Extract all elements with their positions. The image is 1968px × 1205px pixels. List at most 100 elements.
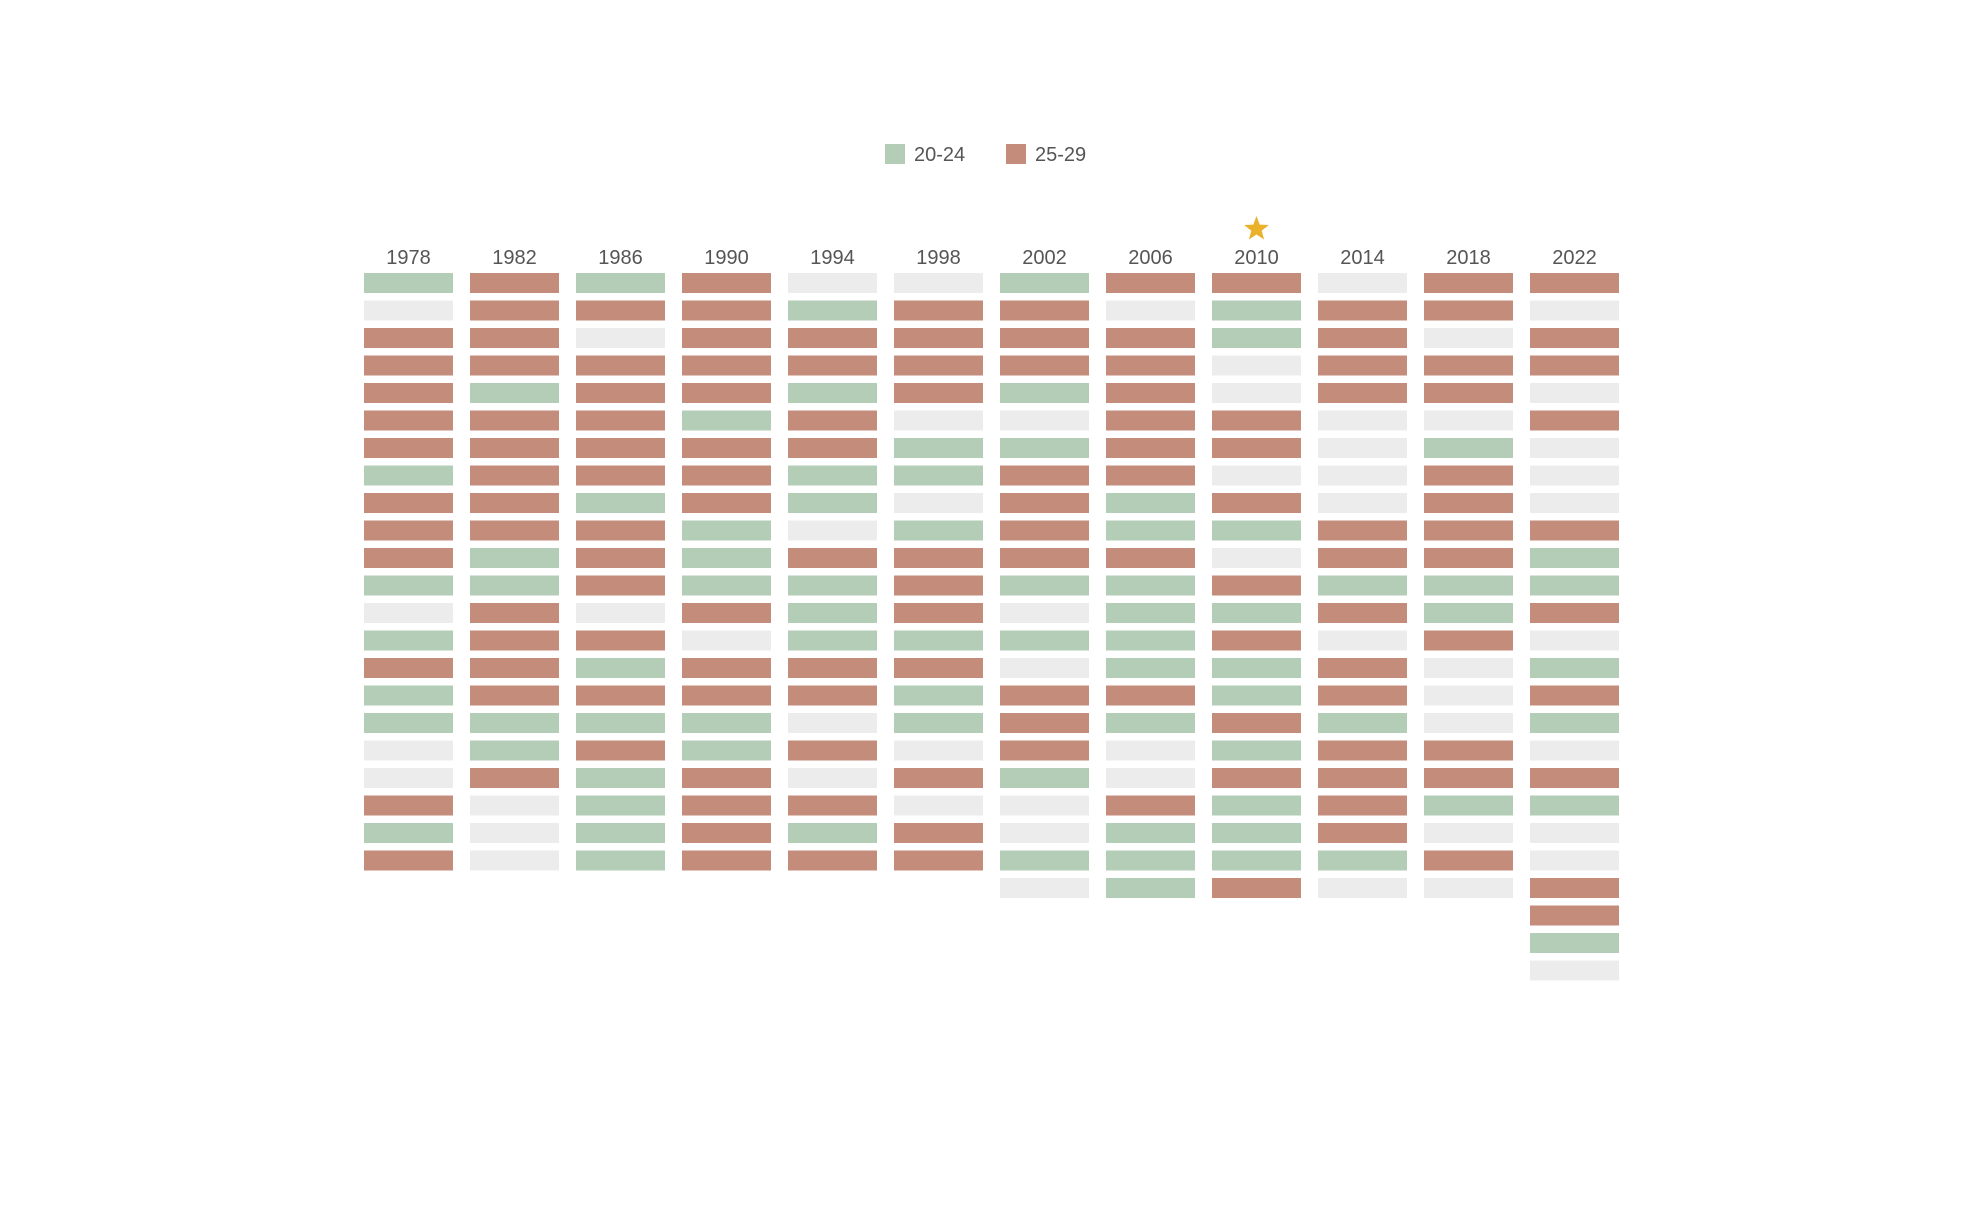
cell-2006-20 [1106,795,1195,816]
cell-1978-5 [364,383,453,403]
cell-2006-22 [1106,850,1195,871]
cell-1998-11 [894,548,983,568]
cell-2002-16 [1000,685,1089,706]
column-headers: 1978 1982 1986 1990 1994 1998 2002 2006 2010 2014… [386,216,1597,269]
column-label-2002: 2002 [1022,247,1067,269]
cell-2010-5 [1212,383,1301,403]
cell-1994-19 [788,768,877,788]
cell-2014-10 [1318,520,1407,541]
cell-1998-2 [894,300,983,321]
cell-2022-25 [1530,933,1619,953]
cell-2014-5 [1318,383,1407,403]
cell-1982-5 [470,383,559,403]
cell-2006-14 [1106,630,1195,651]
cell-1990-7 [682,438,771,458]
cell-2010-15 [1212,658,1301,678]
cell-2014-13 [1318,603,1407,623]
cell-2002-13 [1000,603,1089,623]
cell-1990-15 [682,658,771,678]
cell-2018-9 [1424,493,1513,513]
cell-1986-5 [576,383,665,403]
cell-1990-13 [682,603,771,623]
cell-1986-22 [576,850,665,871]
cell-2018-8 [1424,465,1513,486]
cell-1994-1 [788,273,877,293]
cell-2010-4 [1212,355,1301,376]
cell-1978-3 [364,328,453,348]
cell-2018-1 [1424,273,1513,293]
cell-1978-14 [364,630,453,651]
cell-1982-2 [470,300,559,321]
cell-1986-13 [576,603,665,623]
cell-2010-19 [1212,768,1301,788]
cell-1986-12 [576,575,665,596]
cell-1978-8 [364,465,453,486]
cell-2014-9 [1318,493,1407,513]
legend-label: 25-29 [1035,144,1086,166]
cell-2014-17 [1318,713,1407,733]
cell-2014-19 [1318,768,1407,788]
cell-2006-1 [1106,273,1195,293]
cell-2002-22 [1000,850,1089,871]
cell-2022-1 [1530,273,1619,293]
cell-2002-1 [1000,273,1089,293]
cell-2014-16 [1318,685,1407,706]
column-label-1982: 1982 [492,247,537,269]
cell-2018-6 [1424,410,1513,431]
cell-2022-8 [1530,465,1619,486]
cell-2022-2 [1530,300,1619,321]
cell-1986-1 [576,273,665,293]
cell-1982-9 [470,493,559,513]
cell-1982-3 [470,328,559,348]
cell-1990-4 [682,355,771,376]
cell-2014-15 [1318,658,1407,678]
cell-1986-10 [576,520,665,541]
cell-1986-2 [576,300,665,321]
cell-2010-1 [1212,273,1301,293]
cells-grid [364,273,1619,981]
cell-2002-3 [1000,328,1089,348]
cell-1998-8 [894,465,983,486]
cell-2006-2 [1106,300,1195,321]
cell-2006-10 [1106,520,1195,541]
cell-2010-17 [1212,713,1301,733]
cell-2022-6 [1530,410,1619,431]
cell-1994-7 [788,438,877,458]
cell-2006-6 [1106,410,1195,431]
cell-1978-4 [364,355,453,376]
cell-1986-4 [576,355,665,376]
cell-1978-13 [364,603,453,623]
cell-2022-10 [1530,520,1619,541]
cell-2014-14 [1318,630,1407,651]
cell-1982-22 [470,850,559,871]
cell-2022-9 [1530,493,1619,513]
cell-2022-4 [1530,355,1619,376]
cell-1986-14 [576,630,665,651]
cell-1994-16 [788,685,877,706]
cell-1998-10 [894,520,983,541]
cell-1978-12 [364,575,453,596]
cell-2022-13 [1530,603,1619,623]
column-label-1978: 1978 [386,247,431,269]
cell-2010-16 [1212,685,1301,706]
cell-1990-2 [682,300,771,321]
cell-2002-6 [1000,410,1089,431]
cell-1978-1 [364,273,453,293]
cell-2018-15 [1424,658,1513,678]
cell-2018-23 [1424,878,1513,898]
cell-1990-16 [682,685,771,706]
column-label-2018: 2018 [1446,247,1491,269]
column-label-1986: 1986 [598,247,643,269]
cell-1994-9 [788,493,877,513]
cell-1982-4 [470,355,559,376]
cell-2002-15 [1000,658,1089,678]
cell-2014-22 [1318,850,1407,871]
cell-1990-19 [682,768,771,788]
cell-1978-20 [364,795,453,816]
cell-1986-15 [576,658,665,678]
cell-1978-9 [364,493,453,513]
column-label-1990: 1990 [704,247,749,269]
cell-2022-15 [1530,658,1619,678]
cell-2014-21 [1318,823,1407,843]
